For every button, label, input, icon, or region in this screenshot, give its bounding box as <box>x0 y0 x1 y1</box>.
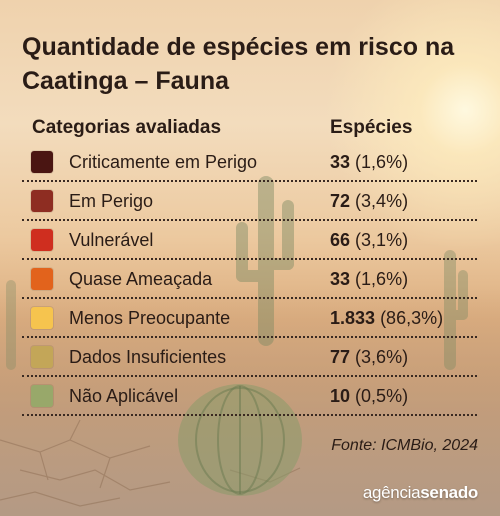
category-label: Não Aplicável <box>69 386 179 406</box>
species-value: 33 (1,6%) <box>330 269 408 290</box>
barrel-cactus-icon <box>178 384 302 496</box>
table-row: Não Aplicável 10 (0,5%) <box>22 378 477 416</box>
legend-swatch <box>31 385 53 407</box>
category-label: Dados Insuficientes <box>69 347 227 367</box>
legend-swatch <box>31 346 53 368</box>
legend-swatch <box>31 307 53 329</box>
row-divider <box>22 414 477 416</box>
table-row: Vulnerável 66 (3,1%) <box>22 222 477 260</box>
legend-swatch <box>31 190 53 212</box>
species-count: 33 <box>330 269 351 289</box>
species-percent: (3,4%) <box>355 191 409 211</box>
logo-part-2: senado <box>420 483 478 502</box>
category-label: Em Perigo <box>69 191 154 211</box>
species-percent: (0,5%) <box>355 386 409 406</box>
species-percent: (3,6%) <box>355 347 409 367</box>
table-row: Menos Preocupante 1.833 (86,3%) <box>22 300 477 338</box>
cactus-icon <box>6 280 16 370</box>
chart-title: Quantidade de espécies em risco na Caati… <box>22 33 455 95</box>
row-divider <box>22 336 477 338</box>
category-label: Criticamente em Perigo <box>69 152 258 172</box>
species-value: 33 (1,6%) <box>330 152 408 173</box>
logo-part-1: agência <box>362 483 421 502</box>
column-header-category: Categorias avaliadas <box>32 117 222 138</box>
species-percent: (1,6%) <box>355 269 409 289</box>
table-row: Criticamente em Perigo 33 (1,6%) <box>22 144 477 182</box>
species-count: 77 <box>330 347 351 367</box>
species-count: 72 <box>330 191 351 211</box>
species-value: 66 (3,1%) <box>330 230 408 251</box>
category-label: Menos Preocupante <box>69 308 231 328</box>
species-count: 33 <box>330 152 351 172</box>
row-divider <box>22 258 477 260</box>
table-row: Quase Ameaçada 33 (1,6%) <box>22 261 477 299</box>
species-percent: (3,1%) <box>355 230 409 250</box>
legend-swatch <box>31 151 53 173</box>
category-label: Quase Ameaçada <box>69 269 213 289</box>
legend-swatch <box>31 229 53 251</box>
species-value: 10 (0,5%) <box>330 386 408 407</box>
category-label: Vulnerável <box>69 230 154 250</box>
agencia-senado-logo: agênciasenado <box>363 483 478 503</box>
legend-swatch <box>31 268 53 290</box>
source-note: Fonte: ICMBio, 2024 <box>331 437 478 454</box>
row-divider <box>22 219 477 221</box>
species-count: 1.833 <box>330 308 376 328</box>
table-row: Em Perigo 72 (3,4%) <box>22 183 477 221</box>
table-row: Dados Insuficientes 77 (3,6%) <box>22 339 477 377</box>
species-value: 72 (3,4%) <box>330 191 408 212</box>
row-divider <box>22 297 477 299</box>
species-count: 10 <box>330 386 351 406</box>
row-divider <box>22 375 477 377</box>
species-percent: (86,3%) <box>380 308 444 328</box>
species-percent: (1,6%) <box>355 152 409 172</box>
column-header-species: Espécies <box>330 117 413 138</box>
species-value: 1.833 (86,3%) <box>330 308 443 329</box>
cactus-icon <box>444 250 468 370</box>
cactus-icon <box>236 176 294 346</box>
species-count: 66 <box>330 230 351 250</box>
species-value: 77 (3,6%) <box>330 347 408 368</box>
row-divider <box>22 180 477 182</box>
